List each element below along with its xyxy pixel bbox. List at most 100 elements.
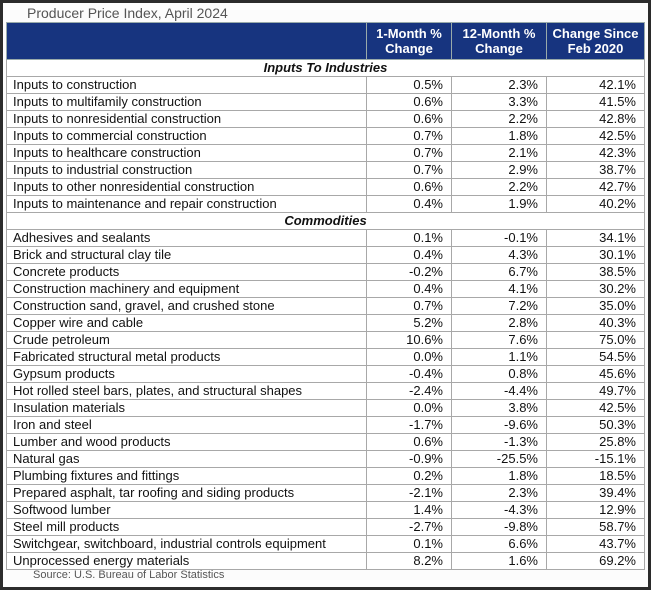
data-row: Crude petroleum 10.6% 7.6% 75.0%	[6, 331, 645, 349]
value-cell: 0.6%	[366, 178, 452, 196]
data-row: Inputs to other nonresidential construct…	[6, 178, 645, 196]
value-cell: 39.4%	[546, 484, 645, 502]
row-label: Construction machinery and equipment	[6, 280, 367, 298]
value-cell: 35.0%	[546, 297, 645, 315]
value-cell: 0.6%	[366, 433, 452, 451]
value-cell: 38.5%	[546, 263, 645, 281]
data-row: Steel mill products -2.7% -9.8% 58.7%	[6, 518, 645, 536]
data-row: Inputs to multifamily construction 0.6% 3.…	[6, 93, 645, 111]
row-label: Insulation materials	[6, 399, 367, 417]
data-row: Copper wire and cable 5.2% 2.8% 40.3%	[6, 314, 645, 332]
row-label: Natural gas	[6, 450, 367, 468]
value-cell: 49.7%	[546, 382, 645, 400]
value-cell: 2.9%	[451, 161, 547, 179]
value-cell: 0.8%	[451, 365, 547, 383]
data-row: Inputs to healthcare construction 0.7% 2.1…	[6, 144, 645, 162]
data-row: Switchgear, switchboard, industrial cont…	[6, 535, 645, 553]
value-cell: 0.4%	[366, 246, 452, 264]
data-row: Unprocessed energy materials 8.2% 1.6% 69.2…	[6, 552, 645, 570]
value-cell: 42.3%	[546, 144, 645, 162]
data-row: Natural gas -0.9% -25.5% -15.1%	[6, 450, 645, 468]
row-label: Construction sand, gravel, and crushed s…	[6, 297, 367, 315]
value-cell: 42.1%	[546, 76, 645, 94]
data-row: Plumbing fixtures and fittings 0.2% 1.8% 18…	[6, 467, 645, 485]
value-cell: 42.5%	[546, 399, 645, 417]
value-cell: -0.1%	[451, 229, 547, 247]
value-cell: 0.1%	[366, 229, 452, 247]
column-header: 12-Month % Change	[451, 22, 547, 60]
value-cell: 12.9%	[546, 501, 645, 519]
row-label: Plumbing fixtures and fittings	[6, 467, 367, 485]
data-row: Gypsum products -0.4% 0.8% 45.6%	[6, 365, 645, 383]
value-cell: 69.2%	[546, 552, 645, 570]
value-cell: 0.7%	[366, 144, 452, 162]
data-row: Inputs to construction 0.5% 2.3% 42.1%	[6, 76, 645, 94]
column-header: 1-Month % Change	[366, 22, 452, 60]
value-cell: 0.5%	[366, 76, 452, 94]
row-label: Inputs to nonresidential construction	[6, 110, 367, 128]
value-cell: 0.2%	[366, 467, 452, 485]
value-cell: 0.0%	[366, 348, 452, 366]
value-cell: 42.8%	[546, 110, 645, 128]
data-row: Inputs to maintenance and repair constru…	[6, 195, 645, 213]
value-cell: -4.3%	[451, 501, 547, 519]
row-label: Inputs to commercial construction	[6, 127, 367, 145]
value-cell: 30.1%	[546, 246, 645, 264]
value-cell: 2.2%	[451, 110, 547, 128]
row-label: Copper wire and cable	[6, 314, 367, 332]
value-cell: 2.1%	[451, 144, 547, 162]
column-header: Change Since Feb 2020	[546, 22, 645, 60]
value-cell: 0.4%	[366, 280, 452, 298]
row-label: Lumber and wood products	[6, 433, 367, 451]
value-cell: -1.7%	[366, 416, 452, 434]
data-row: Insulation materials 0.0% 3.8% 42.5%	[6, 399, 645, 417]
value-cell: 7.6%	[451, 331, 547, 349]
value-cell: -0.4%	[366, 365, 452, 383]
value-cell: -4.4%	[451, 382, 547, 400]
row-label: Unprocessed energy materials	[6, 552, 367, 570]
row-label: Inputs to construction	[6, 76, 367, 94]
value-cell: 30.2%	[546, 280, 645, 298]
value-cell: 42.5%	[546, 127, 645, 145]
value-cell: 2.8%	[451, 314, 547, 332]
value-cell: -2.7%	[366, 518, 452, 536]
row-label: Switchgear, switchboard, industrial cont…	[6, 535, 367, 553]
table-header: 1-Month % Change 12-Month % Change Chang…	[6, 22, 645, 60]
value-cell: 0.1%	[366, 535, 452, 553]
value-cell: 1.9%	[451, 195, 547, 213]
value-cell: 40.2%	[546, 195, 645, 213]
row-label: Brick and structural clay tile	[6, 246, 367, 264]
value-cell: 4.3%	[451, 246, 547, 264]
row-label: Inputs to healthcare construction	[6, 144, 367, 162]
row-label: Inputs to maintenance and repair constru…	[6, 195, 367, 213]
section-row: Inputs To Industries	[6, 59, 645, 77]
value-cell: 42.7%	[546, 178, 645, 196]
row-label: Inputs to other nonresidential construct…	[6, 178, 367, 196]
value-cell: 0.6%	[366, 93, 452, 111]
header-row: 1-Month % Change 12-Month % Change Chang…	[6, 22, 645, 60]
section-row: Commodities	[6, 212, 645, 230]
row-label: Inputs to multifamily construction	[6, 93, 367, 111]
row-label: Hot rolled steel bars, plates, and struc…	[6, 382, 367, 400]
value-cell: 3.3%	[451, 93, 547, 111]
table-body: Inputs To Industries Inputs to constructi…	[6, 59, 645, 570]
row-label: Gypsum products	[6, 365, 367, 383]
value-cell: 3.8%	[451, 399, 547, 417]
section-title: Commodities	[6, 212, 645, 230]
row-label: Steel mill products	[6, 518, 367, 536]
data-row: Adhesives and sealants 0.1% -0.1% 34.1%	[6, 229, 645, 247]
data-row: Brick and structural clay tile 0.4% 4.3% 30…	[6, 246, 645, 264]
value-cell: 18.5%	[546, 467, 645, 485]
value-cell: 10.6%	[366, 331, 452, 349]
value-cell: 0.0%	[366, 399, 452, 417]
row-label: Iron and steel	[6, 416, 367, 434]
value-cell: 8.2%	[366, 552, 452, 570]
value-cell: 0.6%	[366, 110, 452, 128]
row-label: Crude petroleum	[6, 331, 367, 349]
value-cell: 1.8%	[451, 467, 547, 485]
data-row: Construction machinery and equipment 0.4%…	[6, 280, 645, 298]
value-cell: 5.2%	[366, 314, 452, 332]
value-cell: 25.8%	[546, 433, 645, 451]
row-label: Prepared asphalt, tar roofing and siding…	[6, 484, 367, 502]
value-cell: 1.1%	[451, 348, 547, 366]
